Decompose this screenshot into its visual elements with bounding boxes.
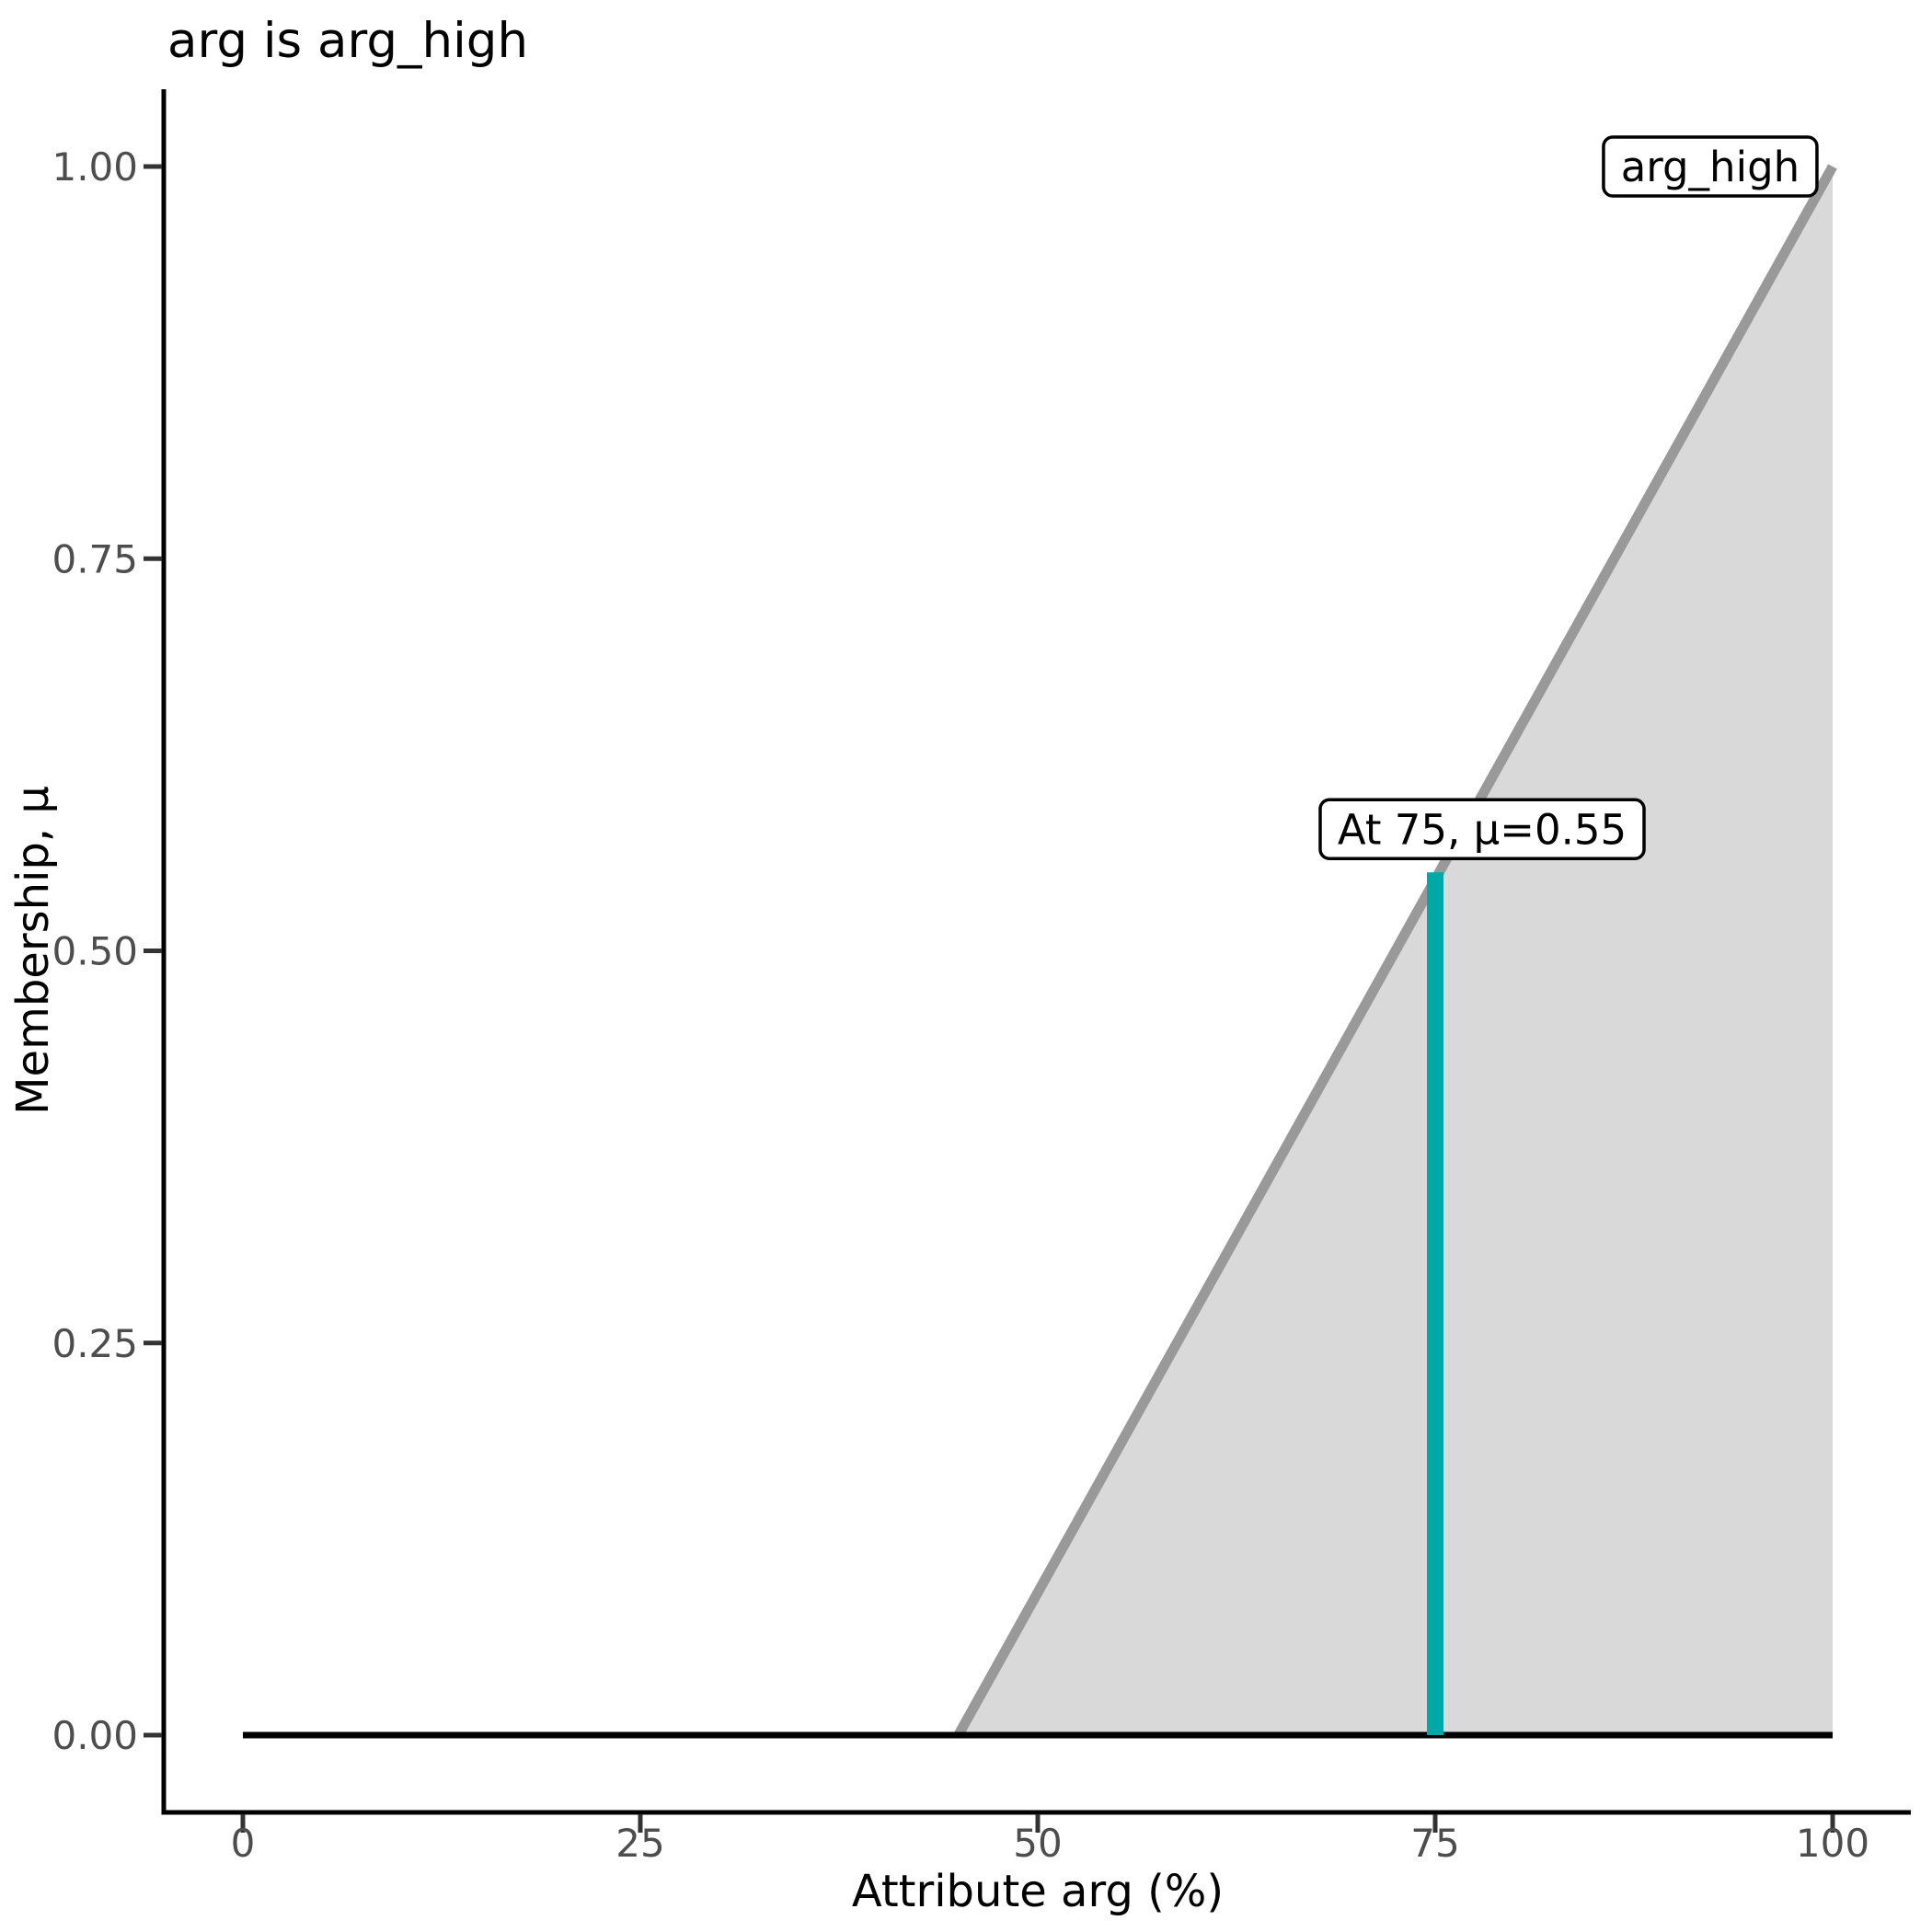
x-tick-label: 50 [1013, 1821, 1062, 1866]
plot-panel: 0 25 50 75 100 0.00 0.25 0.50 0.75 1.00 At 75, μ=0… [52, 89, 1911, 1866]
y-tick-label: 0.25 [52, 1321, 138, 1366]
plot-title: arg is arg_high [167, 13, 528, 69]
set-label-group: arg_high [1602, 135, 1819, 198]
x-axis-title: Attribute arg (%) [852, 1866, 1224, 1917]
x-tick-label: 100 [1796, 1821, 1869, 1866]
evaluation-label-text: At 75, μ=0.55 [1338, 805, 1627, 854]
set-label-box [1602, 135, 1819, 198]
y-axis-title: Membership, μ [7, 786, 59, 1115]
y-tick-label: 0.00 [52, 1713, 138, 1758]
x-tick-label: 25 [615, 1821, 664, 1866]
membership-line [953, 164, 1837, 1738]
x-tick-label: 0 [231, 1821, 256, 1866]
y-tick-label: 1.00 [52, 144, 138, 190]
evaluation-label-group: At 75, μ=0.55 [1318, 798, 1646, 860]
evaluation-label-box [1318, 798, 1646, 860]
y-tick-label: 0.50 [52, 929, 138, 974]
y-tick-label: 0.75 [52, 536, 138, 581]
set-label-text: arg_high [1621, 143, 1800, 191]
x-tick-label: 75 [1410, 1821, 1459, 1866]
